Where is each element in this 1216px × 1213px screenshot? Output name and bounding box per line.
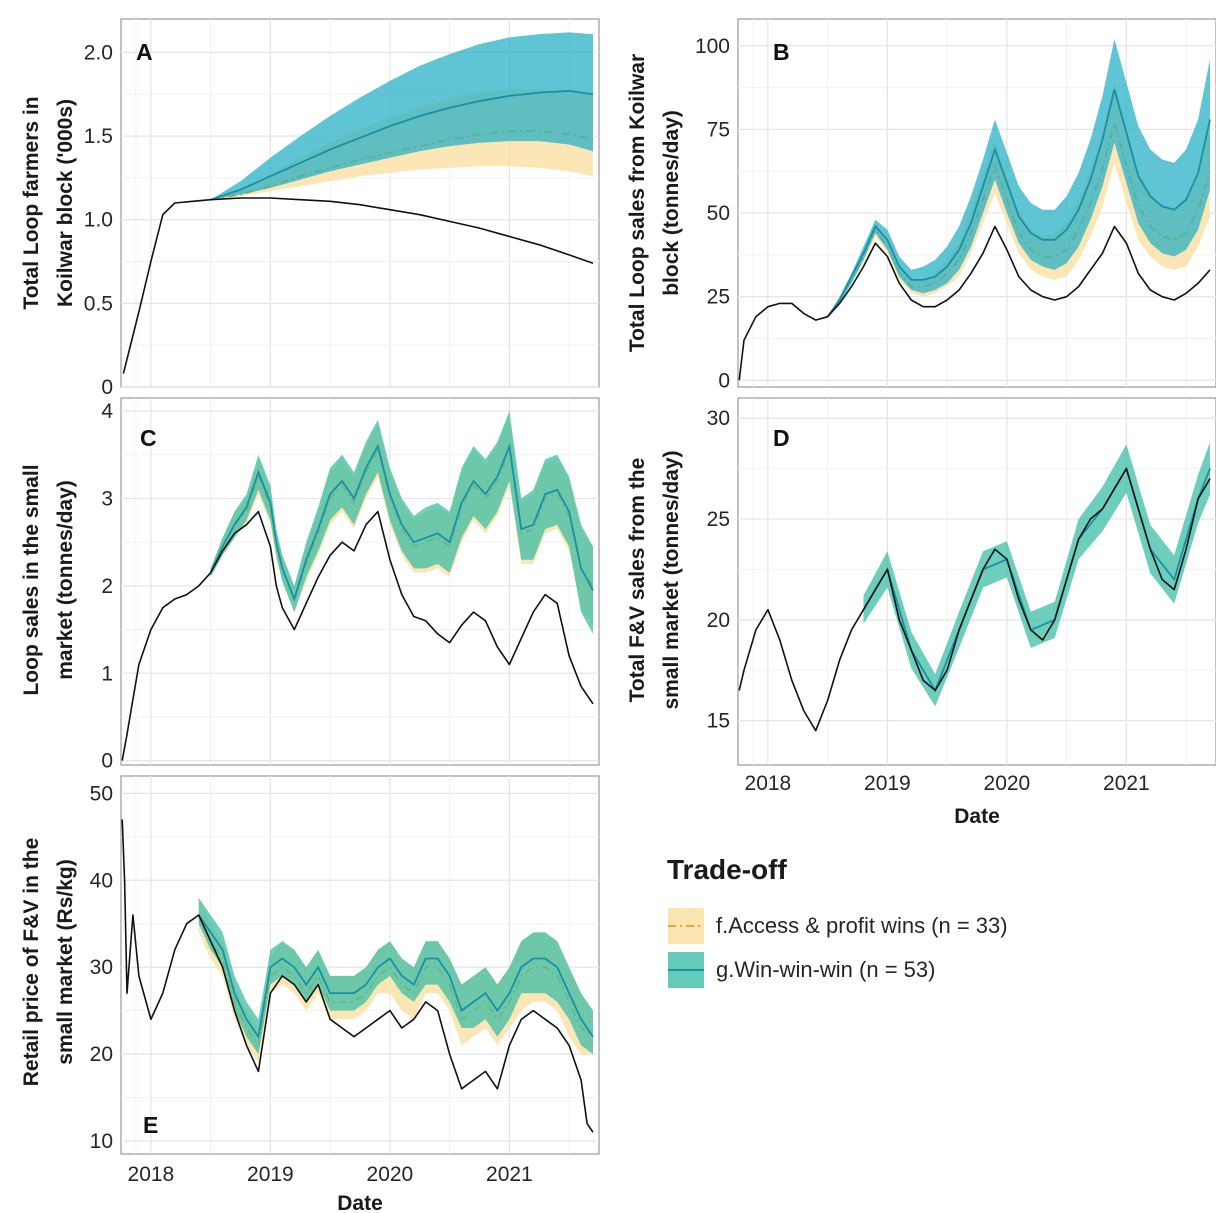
series-band: [863, 442, 1210, 707]
series-band: [827, 39, 1210, 317]
baseline-line: [121, 819, 594, 1133]
panel-c: 0 1 2 3 4 Loop sales in the small market (tonn…: [20, 397, 600, 773]
y-tick-label: 1.5: [84, 125, 113, 148]
y-tick-label: 1: [101, 662, 113, 685]
y-tick-label: 50: [90, 782, 113, 805]
legend-label-access: f.Access & profit wins (n = 33): [716, 913, 1008, 938]
y-axis-label: Total F&V sales from the: [626, 458, 649, 703]
series-line: [862, 466, 1211, 693]
series-band: [210, 32, 593, 200]
y-axis-label: Koilwar block ('000s): [54, 99, 77, 307]
y-tick-label: 10: [90, 1130, 113, 1153]
panel-letter: E: [143, 1112, 158, 1138]
y-tick-label: 2.0: [84, 41, 113, 64]
baseline-line: [121, 510, 594, 761]
y-axis-label: Total Loop farmers in: [20, 96, 43, 309]
y-tick-label: 25: [707, 286, 730, 309]
legend: Trade-off f.Access & profit wins (n = 33…: [667, 854, 1008, 988]
y-tick-label: 15: [707, 710, 730, 733]
y-tick-label: 25: [707, 508, 730, 531]
panel-letter: D: [773, 425, 790, 451]
legend-title: Trade-off: [667, 854, 787, 885]
y-tick-label: 30: [707, 407, 730, 430]
x-tick-label: 2018: [128, 1163, 175, 1186]
y-axis-label: small market (Rs/kg): [54, 859, 77, 1064]
y-tick-label: 40: [90, 869, 113, 892]
y-axis-label: market (tonnes/day): [54, 480, 77, 680]
y-tick-label: 4: [101, 400, 113, 423]
y-tick-label: 20: [707, 609, 730, 632]
series-line: [209, 442, 594, 602]
baseline-line: [122, 197, 594, 374]
panel-letter: B: [773, 39, 790, 65]
y-axis-label: small market (tonnes/day): [660, 450, 683, 709]
series-line: [826, 89, 1211, 318]
y-tick-label: 20: [90, 1043, 113, 1066]
y-tick-label: 2: [101, 575, 113, 598]
legend-item-win: g.Win-win-win (n = 53): [668, 952, 935, 988]
y-tick-label: 75: [707, 118, 730, 141]
x-tick-label: 2018: [745, 772, 792, 795]
y-tick-label: 0.5: [84, 292, 113, 315]
y-tick-label: 30: [90, 956, 113, 979]
x-tick-label: 2020: [367, 1163, 414, 1186]
x-tick-label: 2021: [1103, 772, 1150, 795]
panel-letter: C: [140, 425, 157, 451]
panel-e: 10 20 30 40 50 2018 2019 2020 2021 Date Retail pri…: [20, 775, 600, 1213]
x-axis-label: Date: [337, 1192, 383, 1213]
panel-a: 0 0.5 1.0 1.5 2.0 Total Loop farmers in Koilwa…: [20, 18, 600, 399]
y-tick-label: 1.0: [84, 209, 113, 232]
y-tick-label: 100: [695, 35, 730, 58]
x-axis-label: Date: [954, 805, 1000, 828]
y-tick-label: 0: [718, 369, 730, 392]
plot-area: [120, 397, 600, 766]
y-tick-label: 0: [101, 376, 113, 399]
panel-d: 15 20 25 30 2018 2019 2020 2021 Date Total F&V sa…: [626, 397, 1216, 828]
y-tick-label: 3: [101, 487, 113, 510]
panel-letter: A: [136, 39, 153, 65]
x-tick-label: 2019: [864, 772, 911, 795]
series-line: [197, 914, 594, 1040]
x-tick-label: 2021: [486, 1163, 533, 1186]
y-axis-label: Loop sales in the small: [20, 464, 43, 695]
baseline-line: [738, 467, 1211, 732]
y-tick-label: 0: [101, 750, 113, 773]
series-band: [198, 897, 593, 1055]
panel-b: 0 25 50 75 100 Total Loop sales from Koilwar b…: [626, 18, 1216, 392]
series-line: [210, 89, 594, 201]
y-axis-label: Total Loop sales from Koilwar: [626, 54, 649, 352]
y-tick-label: 50: [707, 202, 730, 225]
x-tick-label: 2020: [984, 772, 1031, 795]
baseline-line: [738, 225, 1211, 381]
legend-label-win: g.Win-win-win (n = 53): [716, 957, 935, 982]
y-axis-label: block (tonnes/day): [660, 110, 683, 296]
y-axis-label: Retail price of F&V in the: [20, 838, 43, 1087]
legend-item-access: f.Access & profit wins (n = 33): [668, 908, 1008, 944]
x-tick-label: 2019: [247, 1163, 294, 1186]
